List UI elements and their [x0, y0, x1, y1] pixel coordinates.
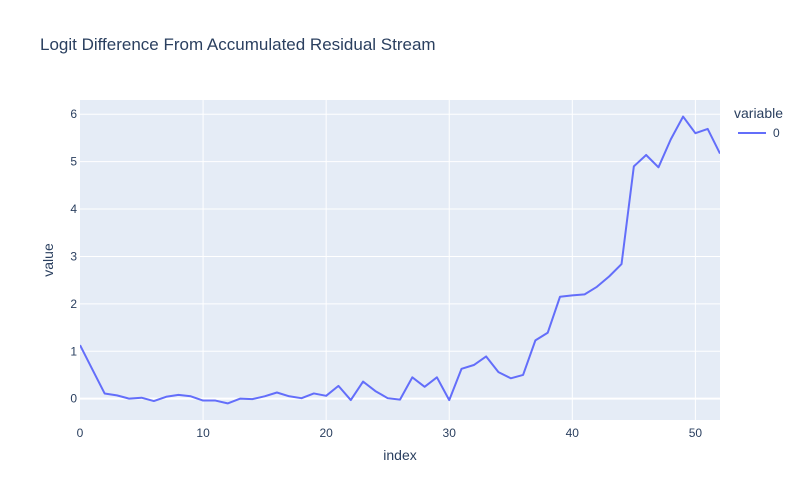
- x-tick-labels: 0 10 20 30 40 50: [77, 426, 703, 440]
- y-axis-title: value: [40, 243, 56, 277]
- x-axis-title: index: [383, 447, 416, 463]
- x-tick-label: 50: [689, 426, 703, 440]
- y-tick-label: 2: [70, 297, 77, 311]
- legend-label-series-0: 0: [773, 126, 780, 140]
- y-tick-label: 0: [70, 392, 77, 406]
- y-tick-label: 6: [70, 107, 77, 121]
- y-tick-label: 4: [70, 202, 77, 216]
- plot-area: [80, 100, 720, 420]
- x-gridlines: [202, 100, 696, 420]
- y-tick-label: 1: [70, 344, 77, 358]
- chart-title: Logit Difference From Accumulated Residu…: [40, 35, 436, 54]
- series-layer: [80, 115, 720, 405]
- x-tick-label: 0: [77, 426, 84, 440]
- y-tick-label: 3: [70, 249, 77, 263]
- legend[interactable]: variable 0: [734, 105, 783, 140]
- y-tick-label: 5: [70, 155, 77, 169]
- x-tick-label: 40: [566, 426, 580, 440]
- y-tick-labels: 0 1 2 3 4 5 6: [70, 107, 77, 405]
- legend-title: variable: [734, 105, 783, 121]
- x-tick-label: 10: [196, 426, 210, 440]
- series-line-0[interactable]: [80, 115, 720, 405]
- x-tick-label: 30: [443, 426, 457, 440]
- x-tick-label: 20: [319, 426, 333, 440]
